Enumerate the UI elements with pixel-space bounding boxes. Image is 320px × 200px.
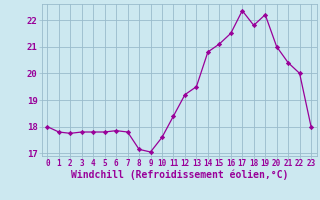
X-axis label: Windchill (Refroidissement éolien,°C): Windchill (Refroidissement éolien,°C) — [70, 169, 288, 180]
